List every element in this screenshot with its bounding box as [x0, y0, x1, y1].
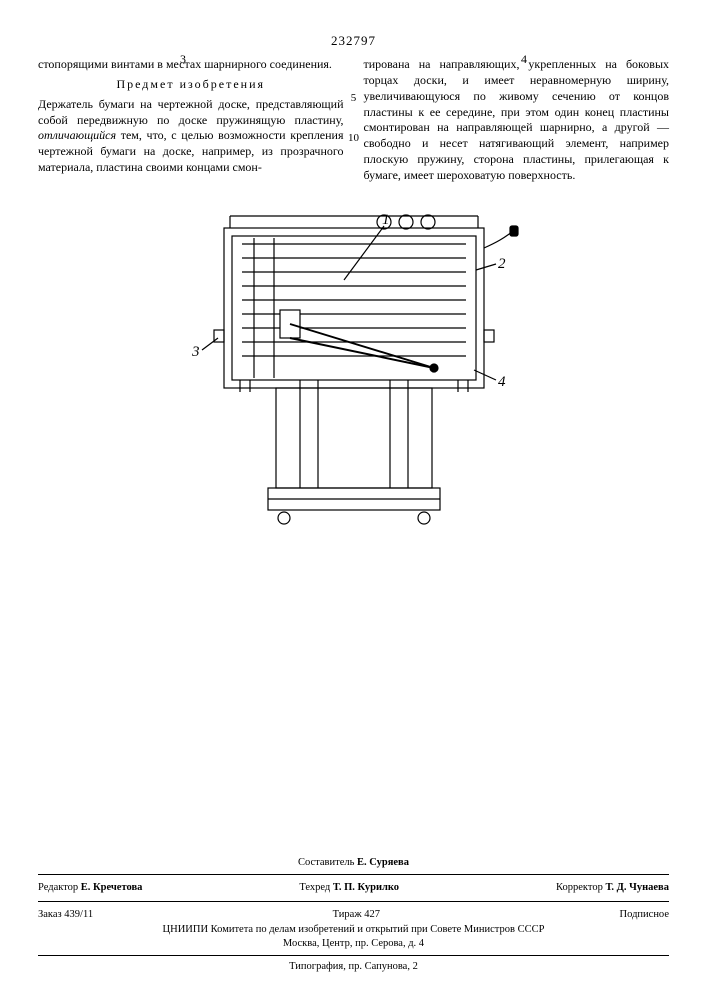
svg-text:1: 1: [382, 212, 390, 228]
rule-1: [38, 874, 669, 875]
line-number-5: 5: [344, 78, 364, 118]
left-p2: Держатель бумаги на чертежной доске, пре…: [38, 97, 344, 176]
page-number-left: 3: [180, 52, 186, 68]
line-number-10: 10: [344, 118, 364, 158]
publisher-org: ЦНИИПИ Комитета по делам изобретений и о…: [38, 923, 669, 937]
proof-name: Т. Д. Чунаева: [605, 882, 669, 893]
left-p2a: Держатель бумаги на чертежной доске, пре…: [38, 97, 344, 127]
typography: Типография, пр. Сапунова, 2: [38, 960, 669, 974]
right-column: тирована на направляющих, укрепленных на…: [364, 57, 670, 188]
compiler-label: Составитель: [298, 857, 354, 868]
publisher-address: Москва, Центр, пр. Серова, д. 4: [38, 937, 669, 951]
line-numbers: 5 10: [344, 78, 364, 158]
tech-label: Техред: [299, 882, 330, 893]
subscription: Подписное: [620, 908, 669, 922]
page-number-right: 4: [521, 52, 527, 68]
editor-label: Редактор: [38, 882, 78, 893]
left-p1: стопорящими винтами в местах шарнирного …: [38, 57, 344, 73]
svg-text:4: 4: [498, 374, 506, 390]
proof-label: Корректор: [556, 882, 603, 893]
right-p1: тирована на направляющих, укрепленных на…: [364, 57, 670, 184]
compiler-name: Е. Суряева: [357, 857, 409, 868]
figure-container: 1 2 3 4: [38, 210, 669, 540]
print-run: Тираж 427: [333, 908, 380, 922]
left-column: стопорящими винтами в местах шарнирного …: [38, 57, 344, 188]
order-number: Заказ 439/11: [38, 908, 93, 922]
rule-3: [38, 955, 669, 956]
technical-figure: 1 2 3 4: [184, 210, 524, 540]
editor-name: Е. Кречетова: [81, 882, 143, 893]
svg-text:3: 3: [191, 344, 200, 360]
svg-text:2: 2: [498, 256, 506, 272]
claims-heading: Предмет изобретения: [38, 77, 344, 93]
left-p2-em: отличающийся: [38, 128, 116, 142]
document-number: 232797: [38, 32, 669, 49]
colophon: Составитель Е. Суряева Редактор Е. Крече…: [38, 856, 669, 974]
tech-name: Т. П. Курилко: [333, 882, 399, 893]
rule-2: [38, 901, 669, 902]
